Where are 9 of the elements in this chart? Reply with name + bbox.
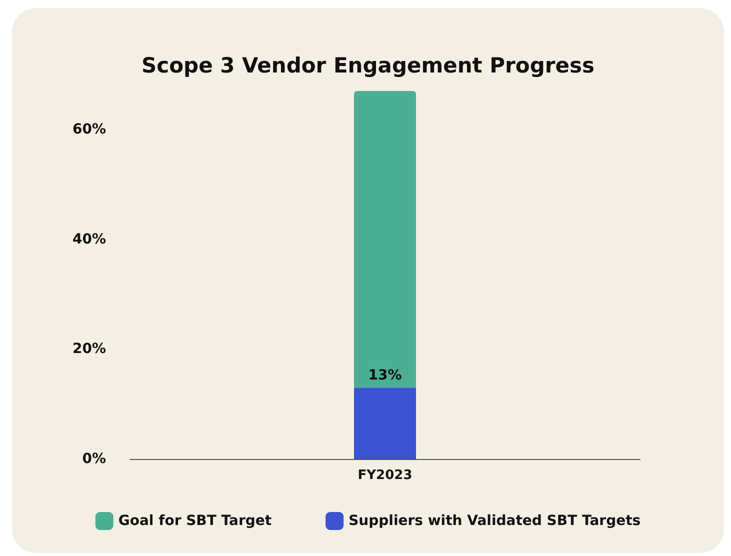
y-tick-label: 0% (82, 451, 106, 467)
legend-label: Goal for SBT Target (118, 513, 272, 529)
data-label: 13% (368, 368, 402, 384)
chart-title: Scope 3 Vendor Engagement Progress (142, 54, 594, 78)
y-tick-label: 20% (72, 341, 106, 358)
x-tick-label: FY2023 (358, 468, 412, 483)
y-tick-label: 40% (72, 231, 106, 248)
y-tick-label: 60% (72, 121, 106, 138)
legend-label: Suppliers with Validated SBT Targets (348, 513, 641, 529)
